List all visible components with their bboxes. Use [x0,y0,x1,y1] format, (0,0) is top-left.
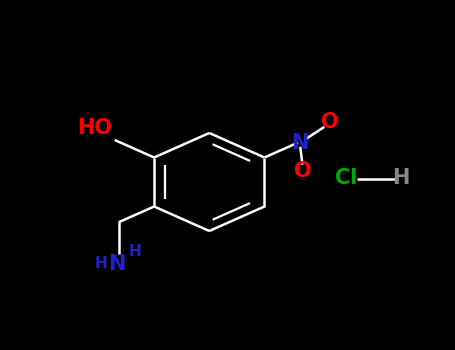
Text: O: O [293,161,311,181]
Text: O: O [321,112,339,132]
Text: Cl: Cl [334,168,357,189]
Text: H: H [95,256,107,271]
Text: H: H [129,245,142,259]
Text: N: N [108,254,125,274]
Text: N: N [292,133,309,153]
Text: H: H [392,168,409,189]
Text: HO: HO [77,118,112,138]
